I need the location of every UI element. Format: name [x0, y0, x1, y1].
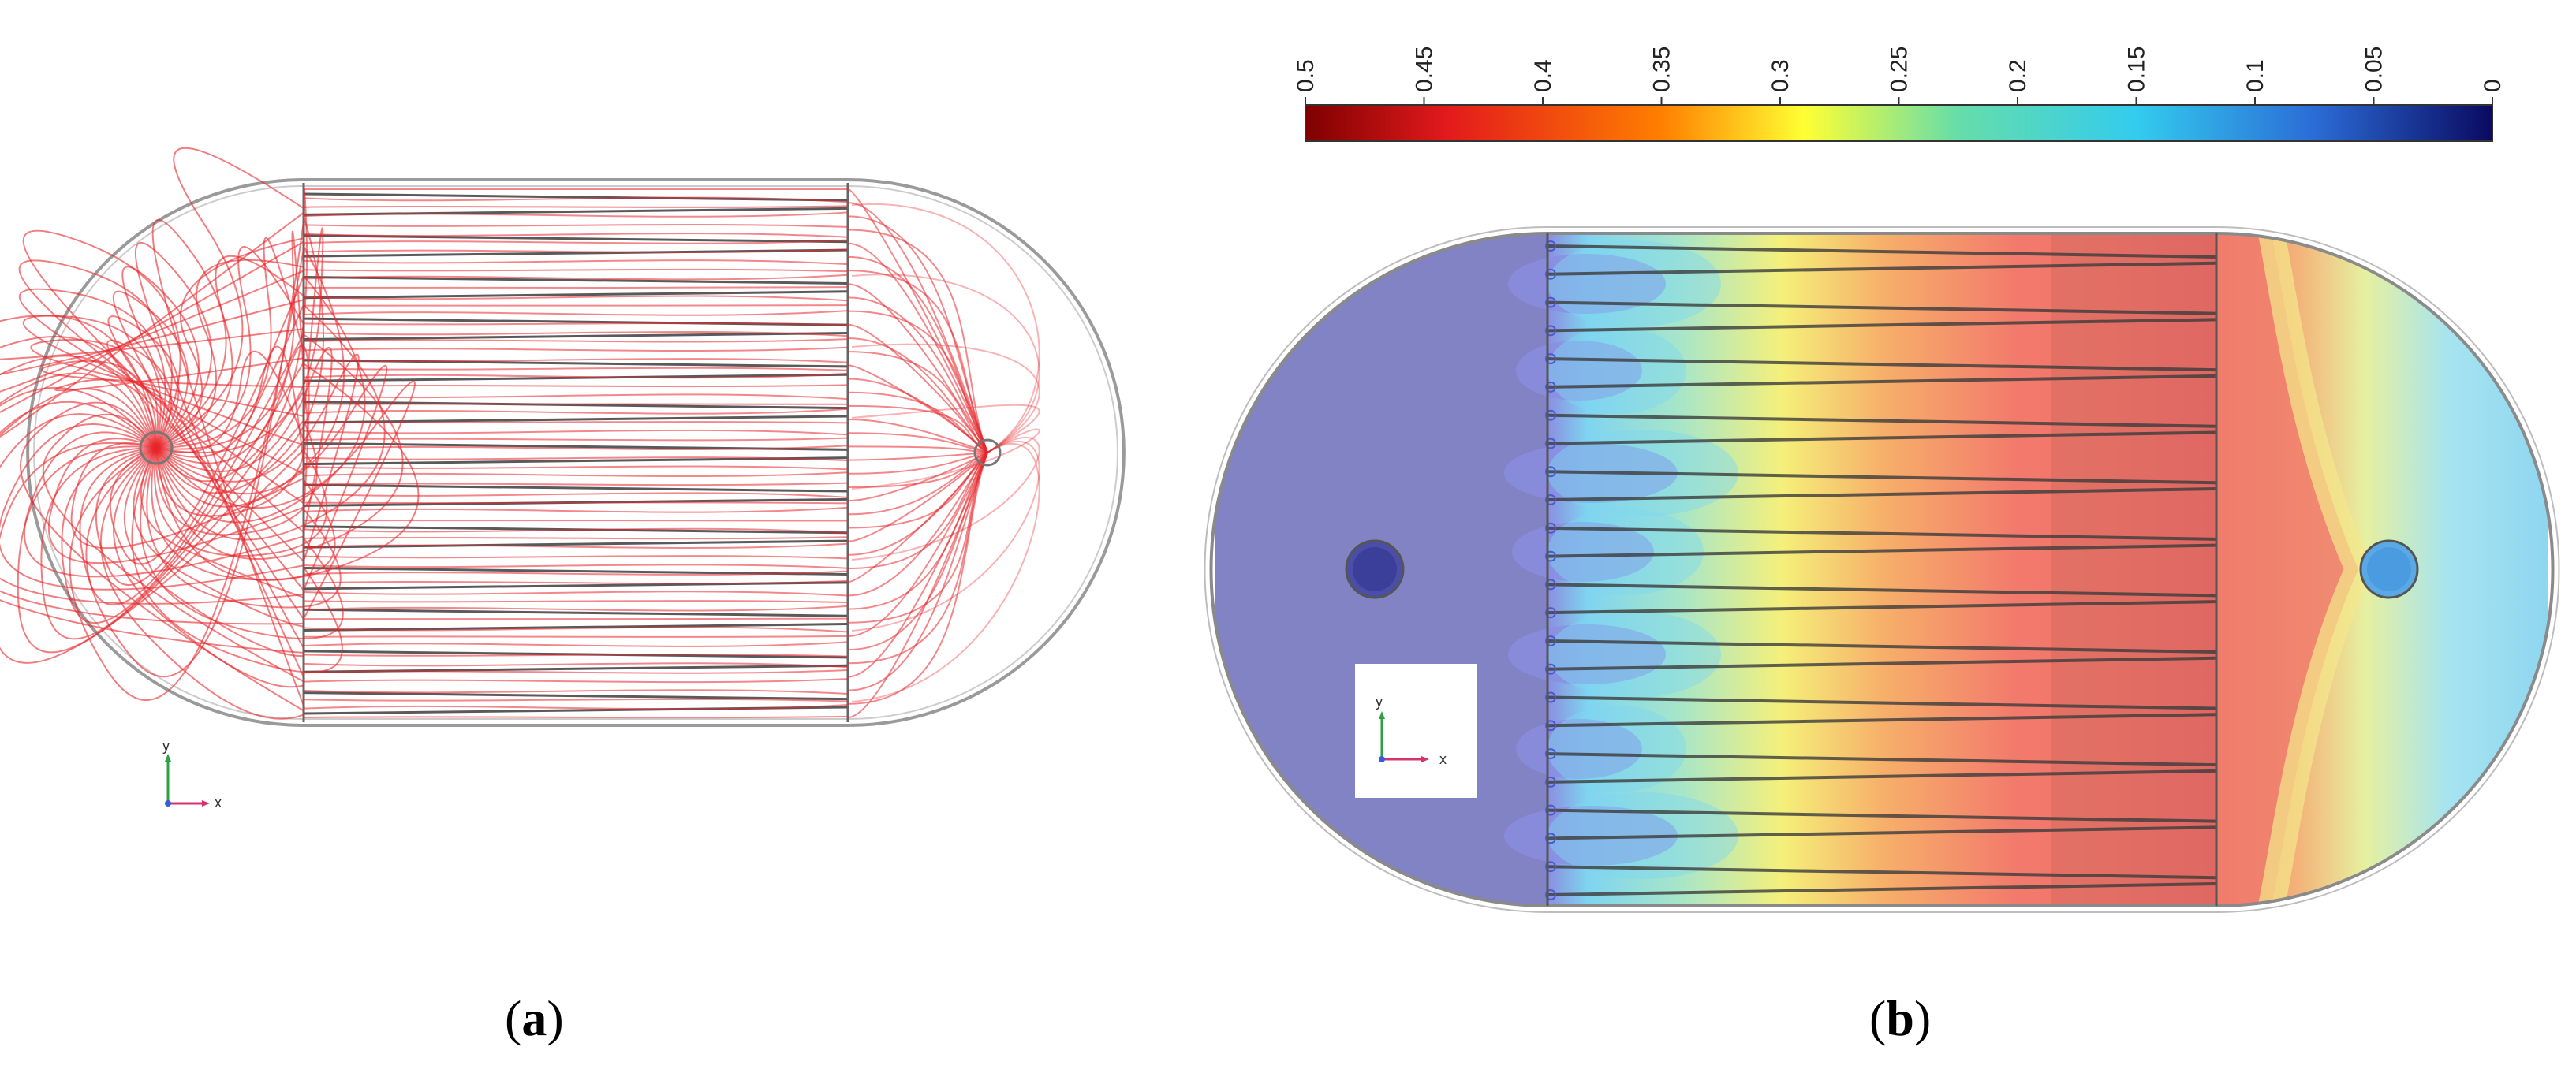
- panel-b-label-open: (: [1869, 990, 1886, 1046]
- streamline: [304, 581, 847, 583]
- panel-a-axis-x-label: x: [215, 795, 222, 810]
- streamline: [304, 225, 847, 227]
- colorbar-tick-label: 0: [2480, 79, 2506, 92]
- panel-b-label: (b): [1869, 989, 1931, 1048]
- panel-a-tube-bundle: [304, 194, 847, 714]
- panel-a-label: (a): [505, 989, 564, 1048]
- panel-b-label-letter: b: [1886, 990, 1914, 1046]
- tube-line: [304, 609, 847, 616]
- streamline: [304, 556, 847, 558]
- cool-lobe-halo: [1547, 611, 1721, 698]
- streamline: [304, 508, 847, 512]
- panel-b-outlet-port-inner: [2367, 547, 2411, 591]
- streamline: [304, 438, 847, 441]
- streamline: [304, 287, 847, 288]
- inlet-streamline: [72, 443, 304, 548]
- outlet-streamline: [848, 284, 987, 453]
- panel-a-axis-triad: y x: [162, 738, 222, 810]
- streamline: [304, 493, 847, 497]
- streamline: [304, 206, 847, 207]
- outlet-streamline: [852, 444, 1040, 702]
- cool-lobe-halo: [1547, 509, 1704, 595]
- colorbar-tick-label: 0.05: [2361, 47, 2387, 92]
- colorbar-ticks: [1305, 97, 2492, 105]
- streamline: [304, 636, 847, 637]
- streamline: [304, 422, 847, 423]
- streamline: [304, 348, 847, 351]
- outlet-streamline: [852, 405, 1040, 453]
- colorbar-tick-label: 0.1: [2242, 59, 2268, 92]
- streamline: [304, 394, 847, 399]
- panel-a-inlet-streamlines: [0, 148, 418, 719]
- colorbar-tick-label: 0.4: [1530, 59, 1556, 92]
- panel-a-outlet-streamlines: [848, 189, 1040, 717]
- outlet-streamline: [852, 442, 1040, 631]
- streamline: [304, 564, 847, 568]
- streamline: [304, 483, 847, 486]
- colorbar-tick-label: 0.45: [1412, 47, 1438, 92]
- tube-line: [304, 693, 847, 699]
- streamline: [304, 260, 847, 264]
- streamline: [304, 679, 847, 682]
- streamline: [304, 591, 847, 595]
- panel-b-axis-y-label: y: [1376, 694, 1383, 710]
- colorbar-tick-label: 0.35: [1649, 47, 1675, 92]
- colorbar-tick-label: 0.3: [1768, 59, 1794, 92]
- panel-b-bundle-shade: [2051, 229, 2216, 915]
- colorbar-tick-label: 0.2: [2005, 59, 2031, 92]
- streamline: [304, 537, 847, 538]
- streamline: [304, 705, 847, 709]
- panel-a-axis-y-label: y: [162, 738, 170, 754]
- tube-line: [304, 485, 847, 491]
- panel-b-label-close: ): [1914, 990, 1931, 1046]
- streamline: [304, 368, 847, 371]
- streamline: [304, 305, 847, 306]
- streamline: [304, 601, 847, 602]
- streamline: [304, 311, 847, 315]
- outlet-streamline: [848, 453, 987, 609]
- cool-lobe-halo: [1547, 327, 1686, 414]
- streamline: [304, 270, 847, 271]
- panel-a-label-close: ): [547, 990, 563, 1046]
- panel-a-streamlines: y x: [0, 148, 1124, 810]
- panel-b-axis-triad: y x: [1355, 664, 1477, 798]
- streamline: [304, 699, 847, 702]
- colorbar-gradient: [1305, 105, 2492, 141]
- panel-a-streamline-group: [304, 189, 847, 717]
- streamline: [304, 642, 847, 646]
- streamline: [304, 467, 847, 470]
- panel-b-temperature-field: 0.5 0.45 0.4 0.35 0.3 0.25 0.2 0.15 0.1 0.05 0: [1205, 47, 2559, 915]
- colorbar: 0.5 0.45 0.4 0.35 0.3 0.25 0.2 0.15 0.1 0.05 0: [1293, 47, 2506, 141]
- inlet-streamline: [156, 148, 304, 448]
- colorbar-tick-label: 0.5: [1293, 59, 1319, 92]
- panel-b-axis-x-label: x: [1439, 751, 1447, 767]
- panel-a-label-letter: a: [521, 990, 547, 1046]
- cool-lobe-halo: [1547, 240, 1721, 327]
- colorbar-tick-label: 0.15: [2124, 47, 2150, 92]
- panel-a-label-open: (: [505, 990, 521, 1046]
- streamline: [304, 385, 847, 386]
- colorbar-tick-label: 0.25: [1887, 47, 1913, 92]
- colorbar-tick-labels: 0.5 0.45 0.4 0.35 0.3 0.25 0.2 0.15 0.1 0.05 0: [1293, 47, 2506, 92]
- streamline: [304, 628, 847, 632]
- panel-b-inlet-port-inner: [1353, 547, 1397, 591]
- streamline: [304, 472, 847, 476]
- streamline: [304, 339, 847, 341]
